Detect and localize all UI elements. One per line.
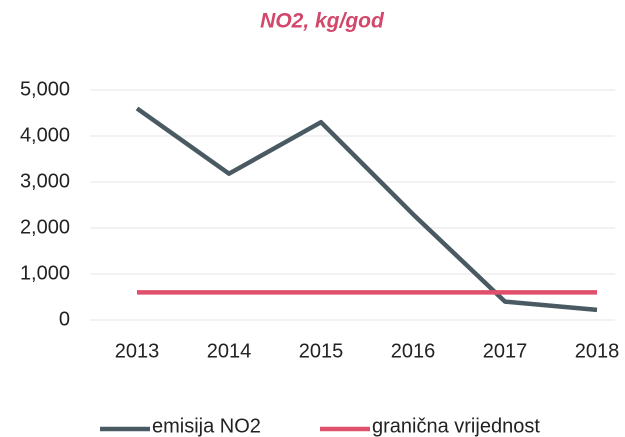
- y-tick-label: 1,000: [20, 262, 70, 284]
- x-tick-label: 2016: [391, 340, 436, 362]
- y-tick-label: 4,000: [20, 124, 70, 146]
- x-tick-label: 2018: [575, 340, 620, 362]
- y-tick-label: 2,000: [20, 216, 70, 238]
- series-line: [135, 106, 598, 313]
- x-tick-label: 2015: [299, 340, 344, 362]
- legend-label: granična vrijednost: [372, 415, 540, 437]
- legend-label: emisija NO2: [152, 415, 261, 437]
- x-tick-label: 2013: [115, 340, 160, 362]
- y-tick-label: 0: [59, 308, 70, 330]
- y-tick-label: 3,000: [20, 170, 70, 192]
- chart-title: NO2, kg/god: [260, 10, 385, 33]
- x-tick-label: 2017: [483, 340, 528, 362]
- x-tick-label: 2014: [207, 340, 252, 362]
- y-tick-label: 5,000: [20, 78, 70, 100]
